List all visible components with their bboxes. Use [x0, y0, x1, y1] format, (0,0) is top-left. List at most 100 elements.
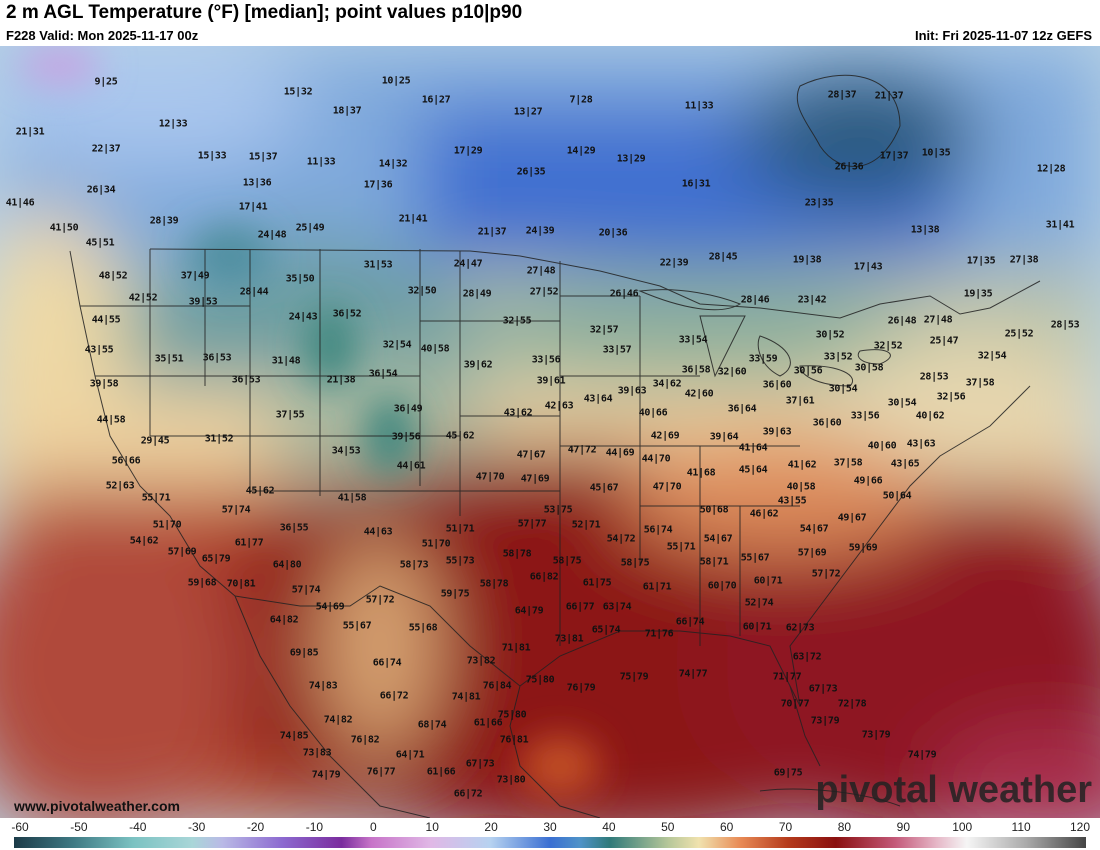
point-value: 28|49: [462, 288, 492, 300]
point-value: 15|32: [283, 86, 313, 98]
point-value: 28|39: [149, 215, 179, 227]
point-value: 73|81: [554, 633, 584, 645]
point-value: 44|61: [396, 460, 426, 472]
point-value: 14|29: [566, 145, 596, 157]
point-value: 31|52: [204, 433, 234, 445]
colorbar-tick-label: 80: [837, 820, 852, 834]
point-value: 11|33: [306, 156, 336, 168]
point-value: 16|27: [421, 94, 451, 106]
site-url[interactable]: www.pivotalweather.com: [14, 798, 180, 814]
point-value: 19|35: [963, 288, 993, 300]
point-value: 33|56: [850, 410, 880, 422]
colorbar-tick-label: -20: [246, 820, 265, 834]
point-value: 64|80: [272, 559, 302, 571]
point-value: 74|79: [311, 769, 341, 781]
point-value: 36|54: [368, 368, 398, 380]
point-value: 68|74: [417, 719, 447, 731]
point-value: 51|71: [445, 523, 475, 535]
point-value: 57|74: [221, 504, 251, 516]
point-value: 57|74: [291, 584, 321, 596]
point-value: 54|72: [606, 533, 636, 545]
point-value: 47|69: [520, 473, 550, 485]
point-value: 39|56: [391, 431, 421, 443]
point-value: 71|77: [772, 671, 802, 683]
point-value: 74|81: [451, 691, 481, 703]
point-value: 54|62: [129, 535, 159, 547]
point-value: 58|73: [399, 559, 429, 571]
point-value: 45|62: [445, 430, 475, 442]
point-value: 26|36: [834, 161, 864, 173]
point-value: 27|48: [923, 314, 953, 326]
point-value: 73|79: [810, 715, 840, 727]
point-value: 64|71: [395, 749, 425, 761]
point-value: 70|81: [226, 578, 256, 590]
point-value: 51|70: [421, 538, 451, 550]
point-value: 56|74: [643, 524, 673, 536]
brand-logo: pivotal weather: [815, 769, 1092, 811]
point-value: 56|66: [111, 455, 141, 467]
point-value: 45|62: [245, 485, 275, 497]
point-value: 75|80: [497, 709, 527, 721]
point-value: 57|72: [365, 594, 395, 606]
point-value: 36|52: [332, 308, 362, 320]
point-value: 13|36: [242, 177, 272, 189]
point-value: 57|77: [517, 518, 547, 530]
point-value: 13|27: [513, 106, 543, 118]
point-value: 17|43: [853, 261, 883, 273]
point-value: 32|54: [977, 350, 1007, 362]
point-value: 36|49: [393, 403, 423, 415]
point-value: 76|82: [350, 734, 380, 746]
point-value: 65|74: [591, 624, 621, 636]
point-value: 69|75: [773, 767, 803, 779]
point-value: 41|46: [5, 197, 35, 209]
point-value: 37|55: [275, 409, 305, 421]
point-value: 27|52: [529, 286, 559, 298]
colorbar: -60 -50 -40 -30 -20 -10 0 10 20 30 40 50 60 70 80 90 100…: [0, 818, 1100, 850]
point-value: 7|28: [569, 94, 593, 106]
point-value: 14|32: [378, 158, 408, 170]
point-value: 44|58: [96, 414, 126, 426]
point-value: 36|60: [812, 417, 842, 429]
point-value: 40|62: [915, 410, 945, 422]
point-value: 60|70: [707, 580, 737, 592]
point-value: 47|70: [475, 471, 505, 483]
colorbar-gradient: [14, 837, 1086, 848]
colorbar-tick-label: 110: [1011, 820, 1031, 834]
point-value: 17|37: [879, 150, 909, 162]
point-value: 28|46: [740, 294, 770, 306]
colorbar-tick-label: -60: [11, 820, 29, 834]
point-value: 32|52: [873, 340, 903, 352]
point-value: 54|67: [703, 533, 733, 545]
point-value: 24|48: [257, 229, 287, 241]
point-value: 36|60: [762, 379, 792, 391]
header: 2 m AGL Temperature (°F) [median]; point…: [0, 0, 1100, 46]
point-value: 32|55: [502, 315, 532, 327]
point-value: 32|54: [382, 339, 412, 351]
point-value: 74|85: [279, 730, 309, 742]
temperature-map[interactable]: 9|25 10|25 15|32 16|27 18|37 13|27 7|28 11|33 28…: [0, 46, 1100, 818]
point-value: 33|56: [531, 354, 561, 366]
point-value: 55|68: [408, 622, 438, 634]
point-value: 15|33: [197, 150, 227, 162]
point-value: 27|38: [1009, 254, 1039, 266]
point-value: 43|65: [890, 458, 920, 470]
point-value: 16|31: [681, 178, 711, 190]
point-value: 74|79: [907, 749, 937, 761]
point-value: 37|61: [785, 395, 815, 407]
point-value: 66|72: [379, 690, 409, 702]
point-value: 24|47: [453, 258, 483, 270]
colorbar-tick-label: 90: [896, 820, 911, 834]
point-value: 21|37: [477, 226, 507, 238]
point-value: 58|78: [479, 578, 509, 590]
point-value: 46|62: [749, 508, 779, 520]
point-value: 66|72: [453, 788, 483, 800]
point-value: 26|48: [887, 315, 917, 327]
point-value: 35|51: [154, 353, 184, 365]
point-value: 52|63: [105, 480, 135, 492]
point-value: 17|35: [966, 255, 996, 267]
point-value: 49|66: [853, 475, 883, 487]
point-value: 73|83: [302, 747, 332, 759]
point-value: 33|57: [602, 344, 632, 356]
point-value: 32|56: [936, 391, 966, 403]
point-value: 76|79: [566, 682, 596, 694]
